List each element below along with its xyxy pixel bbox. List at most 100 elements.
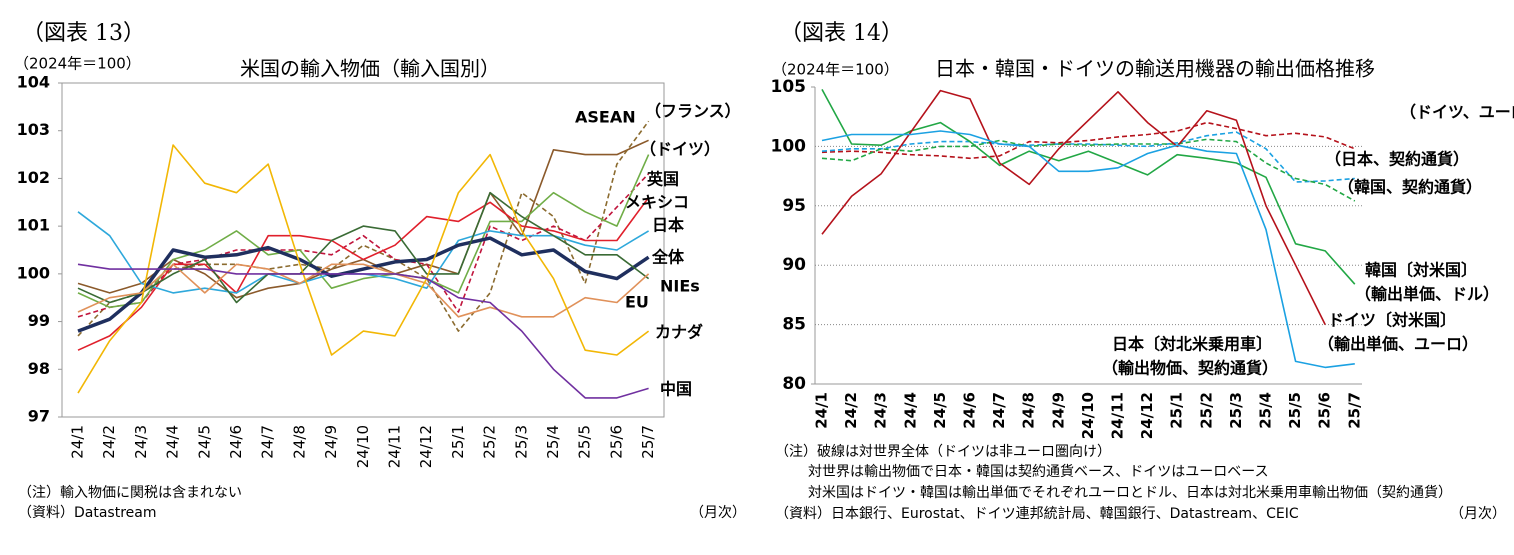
y-tick-label: 85 bbox=[782, 315, 806, 335]
series-line bbox=[821, 89, 1356, 285]
period-label: （月次） bbox=[1450, 506, 1506, 522]
chart-title: 日本・韓国・ドイツの輸送用機器の輸出価格推移 bbox=[935, 57, 1375, 81]
series-label: （韓国、契約通貨） bbox=[1338, 178, 1482, 197]
note: 対世界は輸出物価で日本・韓国は契約通貨ベース、ドイツはユーロベース bbox=[808, 463, 1269, 480]
y-tick-label: 100 bbox=[17, 263, 50, 282]
y-tick-label: 95 bbox=[782, 196, 806, 216]
plot-border bbox=[61, 82, 665, 418]
x-tick-label: 24/9 bbox=[1049, 392, 1067, 429]
series-label: ドイツ〔対米国〕 bbox=[1328, 311, 1456, 330]
x-tick-label: 24/11 bbox=[1109, 392, 1127, 439]
series-label: 韓国〔対米国〕 bbox=[1365, 261, 1477, 280]
source: （資料）日本銀行、Eurostat、ドイツ連邦統計局、韓国銀行、Datastre… bbox=[775, 506, 1299, 522]
series-label: 日本 bbox=[652, 216, 684, 235]
source: （資料）Datastream bbox=[18, 505, 157, 521]
x-tick-label: 24/3 bbox=[872, 392, 890, 429]
x-tick-label: 24/8 bbox=[290, 425, 308, 459]
x-tick-label: 24/4 bbox=[164, 425, 182, 459]
x-tick-label: 24/12 bbox=[1138, 392, 1156, 439]
series-label: （ドイツ、ユーロ） bbox=[1400, 103, 1514, 122]
series-label: メキシコ bbox=[625, 193, 689, 212]
series-line bbox=[821, 89, 1326, 325]
x-tick-label: 25/6 bbox=[1316, 392, 1334, 429]
x-tick-label: 24/6 bbox=[227, 425, 245, 459]
series-label: EU bbox=[625, 293, 649, 312]
series-line bbox=[821, 138, 1356, 202]
series-sublabel: （輸出物価、契約通貨） bbox=[1102, 359, 1278, 378]
x-tick-label: 25/7 bbox=[639, 425, 657, 459]
series-label: NIEs bbox=[660, 277, 700, 296]
x-tick-label: 25/4 bbox=[544, 425, 562, 459]
y-tick-label: 104 bbox=[17, 73, 50, 92]
x-tick-label: 24/9 bbox=[322, 425, 340, 459]
unit-label: （2024年＝100） bbox=[772, 61, 899, 79]
y-tick-label: 103 bbox=[17, 120, 50, 139]
x-tick-label: 24/10 bbox=[354, 425, 372, 468]
series-line bbox=[77, 211, 650, 294]
x-tick-label: 24/1 bbox=[813, 392, 831, 429]
chart-title: 米国の輸入物価（輸入国別） bbox=[240, 57, 500, 81]
x-tick-label: 24/4 bbox=[901, 392, 919, 429]
x-tick-label: 24/7 bbox=[990, 392, 1008, 429]
x-tick-label: 25/4 bbox=[1257, 392, 1275, 429]
x-tick-label: 24/2 bbox=[842, 392, 860, 429]
series-line bbox=[821, 121, 1356, 160]
series-label: ASEAN bbox=[575, 108, 636, 127]
series-line bbox=[77, 263, 649, 399]
x-tick-label: 25/2 bbox=[1197, 392, 1215, 429]
period-label: （月次） bbox=[690, 505, 746, 521]
note: 対米国はドイツ・韓国は輸出単価でそれぞれユーロとドル、日本は対北米乗用車輸出物価… bbox=[808, 484, 1452, 501]
y-tick-label: 98 bbox=[28, 359, 50, 378]
series-sublabel: （輸出単価、ドル） bbox=[1355, 285, 1499, 304]
y-tick-label: 90 bbox=[782, 255, 806, 275]
y-tick-label: 99 bbox=[28, 311, 50, 330]
series-label: カナダ bbox=[655, 323, 703, 342]
series-label: （ドイツ） bbox=[640, 140, 720, 159]
x-tick-label: 25/1 bbox=[1168, 392, 1186, 429]
x-tick-label: 25/1 bbox=[449, 425, 467, 459]
y-tick-label: 97 bbox=[28, 407, 50, 426]
series-label: 日本〔対北米乗用車〕 bbox=[1112, 335, 1272, 354]
x-tick-label: 24/8 bbox=[1020, 392, 1038, 429]
x-tick-label: 24/6 bbox=[961, 392, 979, 429]
series-line bbox=[77, 236, 650, 333]
figure-label: （図表 13） bbox=[22, 21, 145, 46]
x-tick-label: 24/2 bbox=[100, 425, 118, 459]
x-tick-label: 24/1 bbox=[69, 425, 87, 459]
x-tick-label: 25/3 bbox=[1227, 392, 1245, 429]
series-label: （フランス） bbox=[645, 102, 741, 121]
x-tick-label: 24/5 bbox=[195, 425, 213, 459]
unit-label: （2024年＝100） bbox=[14, 55, 141, 73]
x-tick-label: 24/10 bbox=[1079, 392, 1097, 439]
x-tick-label: 24/5 bbox=[931, 392, 949, 429]
y-tick-label: 102 bbox=[17, 168, 50, 187]
y-tick-label: 100 bbox=[771, 136, 807, 156]
x-tick-label: 25/3 bbox=[512, 425, 530, 459]
series-line bbox=[821, 130, 1355, 369]
series-sublabel: （輸出単価、ユーロ） bbox=[1318, 335, 1478, 354]
series-label: 英国 bbox=[646, 170, 679, 189]
figure-label: （図表 14） bbox=[780, 21, 903, 46]
x-tick-label: 25/6 bbox=[607, 425, 625, 459]
note: （注）破線は対世界全体（ドイツは非ユーロ圏向け） bbox=[775, 443, 1111, 460]
y-tick-label: 80 bbox=[782, 374, 806, 394]
series-label: 全体 bbox=[651, 248, 685, 267]
y-tick-label: 105 bbox=[771, 77, 807, 97]
x-tick-label: 25/7 bbox=[1345, 392, 1363, 429]
series-line bbox=[77, 144, 650, 394]
series-line bbox=[77, 154, 650, 309]
series-line bbox=[821, 131, 1355, 183]
series-line bbox=[77, 191, 650, 304]
x-tick-label: 25/5 bbox=[1286, 392, 1304, 429]
x-tick-label: 24/11 bbox=[386, 425, 404, 468]
series-line bbox=[77, 263, 650, 318]
series-line bbox=[77, 120, 650, 337]
x-tick-label: 24/7 bbox=[259, 425, 277, 459]
series-label: 中国 bbox=[660, 380, 692, 399]
note: （注）輸入物価に関税は含まれない bbox=[18, 485, 242, 501]
x-tick-label: 25/5 bbox=[576, 425, 594, 459]
series-label: （日本、契約通貨） bbox=[1325, 150, 1469, 169]
x-tick-label: 25/2 bbox=[481, 425, 499, 459]
x-tick-label: 24/3 bbox=[132, 425, 150, 459]
